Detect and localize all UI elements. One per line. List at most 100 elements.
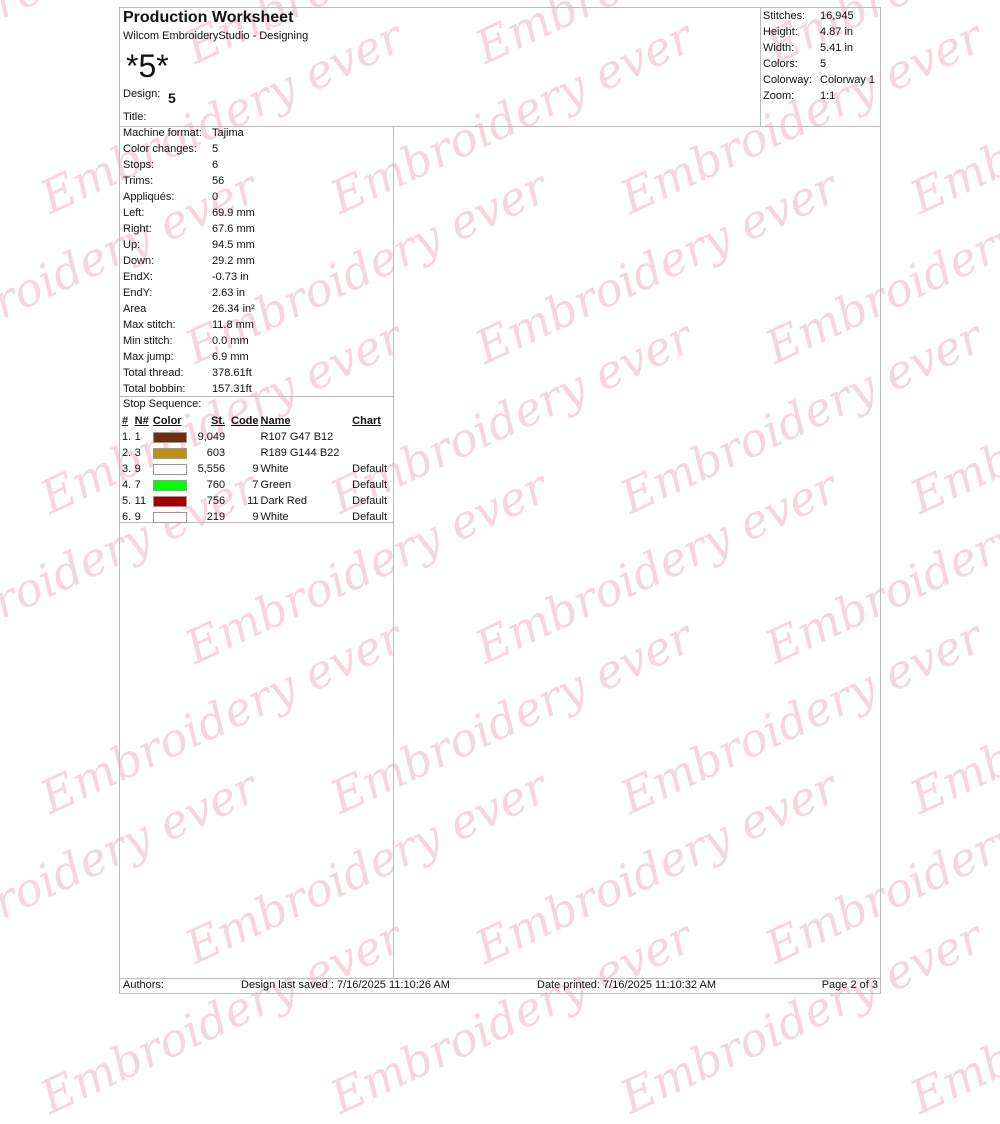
stitch-count: 219 (206, 511, 226, 523)
divider (120, 522, 393, 523)
info-value: 16,945 (820, 10, 854, 22)
stat-row: Max stitch: 11.8 mm (120, 317, 393, 333)
chart-name (351, 445, 393, 461)
chart-name: Default (352, 463, 388, 475)
stat-label: Trims: (123, 175, 154, 187)
needle-number: 9 (134, 511, 141, 523)
stat-row: Up: 94.5 mm (120, 237, 393, 253)
info-row: Colorway: Colorway 1 (761, 72, 882, 88)
thread-code (226, 445, 259, 461)
stat-row: Right: 67.6 mm (120, 221, 393, 237)
color-cell (152, 429, 193, 445)
stat-label: Min stitch: (123, 335, 173, 347)
info-row: Zoom: 1:1 (761, 88, 882, 104)
stat-label: Left: (123, 207, 145, 219)
color-cell (152, 477, 193, 493)
thread-name: Dark Red (260, 495, 307, 507)
column-header: Name (260, 415, 291, 427)
color-cell (152, 445, 193, 461)
table-row: 1. 1 9,049 R107 G47 B12 (121, 429, 393, 445)
stitch-count: 5,556 (197, 463, 226, 475)
table-row: 2. 3 603 R189 G144 B22 (121, 445, 393, 461)
thread-name: Green (260, 479, 292, 491)
color-swatch (152, 495, 187, 507)
needle-number: 1 (134, 431, 141, 443)
stat-label: Up: (123, 239, 141, 251)
thread-code: 9 (252, 511, 259, 523)
app-subtitle: Wilcom EmbroideryStudio - Designing (123, 30, 309, 42)
color-swatch (152, 511, 187, 523)
date-printed: Date printed: 7/16/2025 11:10:32 AM (537, 979, 716, 991)
info-row: Colors: 5 (761, 56, 882, 72)
watermark-logo: Embroidery ever (901, 10, 1000, 225)
info-row: Height: 4.87 in (761, 24, 882, 40)
column-header: Chart (352, 415, 381, 427)
stat-value: 157.31ft (212, 383, 252, 395)
thread-code: 7 (252, 479, 259, 491)
thread-name: R189 G144 B22 (260, 447, 340, 459)
last-saved: Design last saved : 7/16/2025 11:10:26 A… (241, 979, 450, 991)
stat-value: 94.5 mm (212, 239, 255, 251)
design-name-large: *5* (126, 48, 169, 84)
stat-value: 0 (212, 191, 219, 203)
stat-label: Total thread: (123, 367, 184, 379)
design-value: 5 (168, 90, 176, 106)
watermark-logo: Embroidery ever (901, 910, 1000, 1124)
stat-label: Max stitch: (123, 319, 176, 331)
info-value: Colorway 1 (820, 74, 876, 86)
color-swatch (152, 463, 187, 475)
stat-label: Total bobbin: (123, 383, 186, 395)
stat-row: Min stitch: 0.0 mm (120, 333, 393, 349)
stat-row: Total thread: 378.61ft (120, 365, 393, 381)
color-cell (152, 493, 193, 509)
color-swatch (152, 447, 187, 459)
stat-value: 67.6 mm (212, 223, 255, 235)
table-row: 3. 9 5,556 9 White Default (121, 461, 393, 477)
column-header: N# (134, 415, 149, 427)
stat-value: -0.73 in (212, 271, 249, 283)
stat-value: 2.63 in (212, 287, 246, 299)
stat-row: Appliqués: 0 (120, 189, 393, 205)
stat-value: Tajima (212, 127, 244, 139)
stat-value: 0.0 mm (212, 335, 249, 347)
stop-number: 2. (122, 447, 132, 459)
thread-code (226, 429, 259, 445)
stat-label: Stops: (123, 159, 155, 171)
info-value: 5 (820, 58, 827, 70)
stat-label: Color changes: (123, 143, 197, 155)
stat-label: Appliqués: (123, 191, 175, 203)
info-label: Colorway: (763, 74, 812, 86)
info-value: 5.41 in (820, 42, 854, 54)
info-row: Stitches: 16,945 (761, 8, 882, 24)
stat-label: Machine format: (123, 127, 202, 139)
stat-label: Max jump: (123, 351, 174, 363)
info-label: Stitches: (763, 10, 806, 22)
column-header: Code (231, 415, 259, 427)
needle-number: 11 (134, 495, 147, 507)
divider (120, 396, 393, 397)
stop-sequence-table: # N# Color St. Code Name Chart 1. 1 9,049 R107 G4… (121, 413, 393, 525)
stat-label: Right: (123, 223, 152, 235)
stop-number: 1. (122, 431, 132, 443)
production-worksheet: Production Worksheet Wilcom EmbroiderySt… (119, 7, 881, 994)
page-title: Production Worksheet (123, 9, 294, 26)
divider (120, 978, 880, 979)
page-number: Page 2 of 3 (821, 979, 878, 991)
thread-name: White (260, 463, 289, 475)
stitch-count: 603 (206, 447, 226, 459)
stat-row: Left: 69.9 mm (120, 205, 393, 221)
stitch-count: 9,049 (197, 431, 226, 443)
info-label: Width: (763, 42, 795, 54)
stitch-count: 756 (206, 495, 226, 507)
stat-row: Max jump: 6.9 mm (120, 349, 393, 365)
stat-row: Stops: 6 (120, 157, 393, 173)
info-label: Colors: (763, 58, 798, 70)
stat-row: Area 26.34 in² (120, 301, 393, 317)
stat-value: 56 (212, 175, 225, 187)
stat-value: 6 (212, 159, 219, 171)
stat-row: Machine format: Tajima (120, 125, 393, 141)
design-label: Design: (123, 88, 161, 100)
color-cell (152, 509, 193, 525)
stat-row: Color changes: 5 (120, 141, 393, 157)
needle-number: 9 (134, 463, 141, 475)
